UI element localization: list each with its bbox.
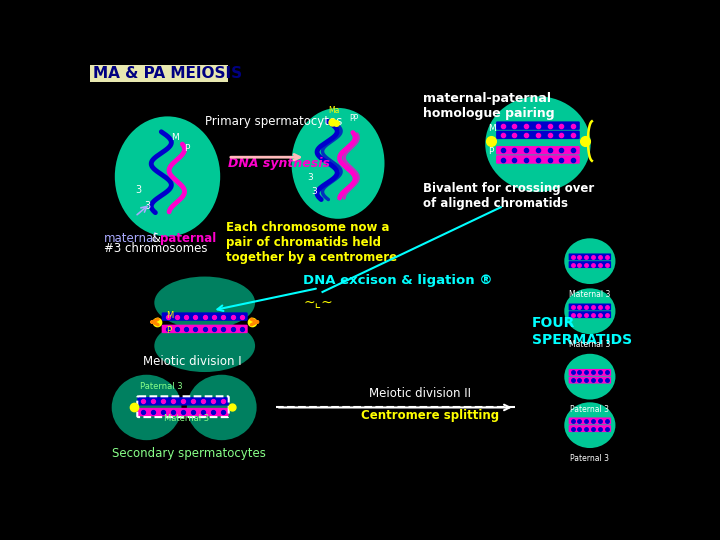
Text: Paternal 3: Paternal 3	[140, 382, 183, 391]
FancyBboxPatch shape	[162, 325, 248, 333]
Text: DNA excison & ligation ®: DNA excison & ligation ®	[303, 274, 492, 287]
Ellipse shape	[114, 117, 220, 237]
Text: Secondary spermatocytes: Secondary spermatocytes	[112, 448, 266, 461]
FancyBboxPatch shape	[496, 146, 580, 154]
Text: 3: 3	[135, 185, 141, 195]
Ellipse shape	[187, 375, 256, 440]
FancyBboxPatch shape	[569, 261, 611, 268]
Text: Meiotic division I: Meiotic division I	[143, 355, 241, 368]
FancyBboxPatch shape	[162, 312, 248, 321]
Text: Paternal 3: Paternal 3	[570, 454, 609, 463]
FancyBboxPatch shape	[569, 303, 611, 310]
Text: DNA synthesis: DNA synthesis	[228, 157, 330, 170]
FancyBboxPatch shape	[569, 425, 611, 432]
Text: Maternal 3: Maternal 3	[570, 340, 611, 349]
Text: Each chromosome now a
pair of chromatids held
together by a centromere: Each chromosome now a pair of chromatids…	[225, 221, 397, 264]
Text: M: M	[166, 311, 174, 320]
Ellipse shape	[154, 320, 255, 372]
Ellipse shape	[564, 238, 616, 284]
Ellipse shape	[564, 288, 616, 334]
FancyBboxPatch shape	[138, 397, 229, 406]
Ellipse shape	[154, 276, 255, 329]
Text: Maternal 3: Maternal 3	[570, 289, 611, 299]
Text: 3: 3	[307, 173, 312, 183]
Text: M: M	[488, 124, 495, 133]
FancyBboxPatch shape	[569, 311, 611, 318]
FancyBboxPatch shape	[569, 369, 611, 376]
FancyBboxPatch shape	[569, 417, 611, 424]
Ellipse shape	[564, 354, 616, 400]
Text: Maternal 3: Maternal 3	[164, 414, 210, 423]
FancyBboxPatch shape	[496, 156, 580, 164]
Ellipse shape	[112, 375, 181, 440]
Text: maternal: maternal	[104, 232, 158, 245]
Text: P: P	[166, 326, 171, 335]
Text: P: P	[184, 144, 190, 153]
Text: Ma: Ma	[329, 106, 340, 116]
Text: ~⌞~: ~⌞~	[304, 296, 333, 310]
Text: FOUR
SPERMATIDS: FOUR SPERMATIDS	[532, 316, 632, 347]
Text: Primary spermatocytes: Primary spermatocytes	[204, 115, 342, 128]
Text: M: M	[171, 132, 179, 141]
FancyBboxPatch shape	[569, 377, 611, 383]
Text: 3: 3	[311, 187, 317, 196]
Text: maternal-paternal
homologue pairing: maternal-paternal homologue pairing	[423, 92, 555, 120]
FancyBboxPatch shape	[90, 65, 228, 82]
Text: PP: PP	[349, 114, 358, 123]
Text: &: &	[148, 232, 165, 245]
Text: Paternal 3: Paternal 3	[570, 405, 609, 414]
FancyBboxPatch shape	[496, 122, 580, 130]
Text: Meiotic division II: Meiotic division II	[369, 387, 471, 401]
Text: Bivalent for crossing over
of aligned chromatids: Bivalent for crossing over of aligned ch…	[423, 183, 595, 210]
Ellipse shape	[564, 402, 616, 448]
FancyBboxPatch shape	[496, 131, 580, 139]
Text: #3 chromosomes: #3 chromosomes	[104, 242, 207, 255]
Ellipse shape	[485, 96, 590, 192]
FancyBboxPatch shape	[138, 408, 229, 416]
FancyBboxPatch shape	[569, 253, 611, 260]
Text: P: P	[488, 147, 493, 156]
Text: 3: 3	[144, 201, 150, 211]
Text: paternal: paternal	[160, 232, 216, 245]
Text: Centromere splitting: Centromere splitting	[361, 409, 500, 422]
Ellipse shape	[292, 108, 384, 219]
Text: MA & PA MEIOSIS: MA & PA MEIOSIS	[93, 66, 242, 81]
